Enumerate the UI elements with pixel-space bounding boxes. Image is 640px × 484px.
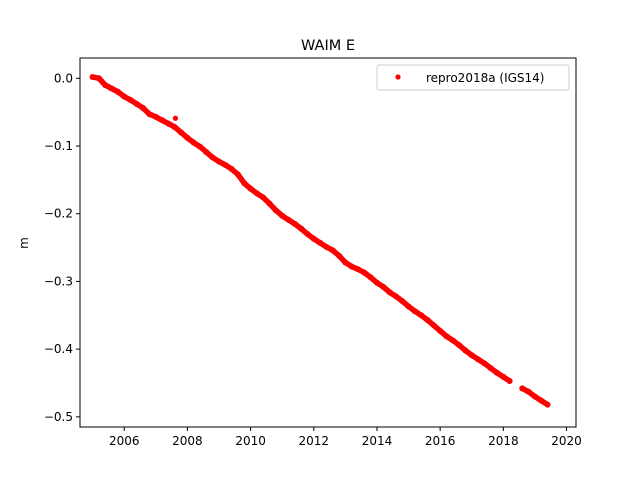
- data-point: [171, 124, 178, 131]
- data-point: [178, 129, 185, 136]
- data-point: [506, 377, 513, 384]
- data-point: [386, 289, 393, 296]
- data-point: [127, 96, 134, 103]
- data-point: [253, 190, 260, 197]
- data-point: [285, 216, 292, 223]
- data-point: [298, 225, 305, 232]
- data-point: [114, 88, 121, 95]
- data-point: [146, 111, 153, 118]
- data-point: [184, 134, 191, 141]
- data-point: [197, 143, 204, 150]
- data-point: [348, 263, 355, 270]
- data-point: [304, 231, 311, 238]
- data-point: [430, 322, 437, 329]
- x-tick-label: 2008: [172, 434, 203, 448]
- legend-marker: [395, 74, 401, 80]
- data-point: [152, 113, 159, 120]
- data-point: [538, 397, 545, 404]
- legend-label: repro2018a (IGS14): [426, 71, 544, 85]
- data-point: [392, 293, 399, 300]
- data-point: [487, 365, 494, 372]
- data-point: [190, 139, 197, 146]
- x-tick-label: 2016: [425, 434, 456, 448]
- y-tick-label: 0.0: [54, 71, 73, 85]
- data-point: [399, 298, 406, 305]
- x-tick-label: 2010: [235, 434, 266, 448]
- y-tick-label: −0.4: [44, 342, 73, 356]
- data-point: [380, 283, 387, 290]
- data-point: [531, 393, 538, 400]
- data-point: [228, 166, 235, 173]
- data-point: [456, 342, 463, 349]
- data-point: [481, 360, 488, 367]
- y-axis-label: m: [17, 237, 31, 249]
- data-point: [519, 385, 526, 392]
- data-point: [411, 308, 418, 315]
- data-point: [89, 73, 96, 80]
- data-point: [367, 274, 374, 281]
- data-point: [525, 388, 532, 395]
- data-point: [266, 200, 273, 207]
- data-point: [475, 356, 482, 363]
- data-point: [342, 259, 349, 266]
- data-point: [500, 373, 507, 380]
- y-tick-label: −0.5: [44, 410, 73, 424]
- data-marks: [89, 73, 551, 408]
- data-point: [437, 327, 444, 334]
- y-tick-label: −0.2: [44, 207, 73, 221]
- data-point: [424, 317, 431, 324]
- data-point: [310, 235, 317, 242]
- data-point: [247, 185, 254, 192]
- data-point: [159, 117, 166, 124]
- y-tick-label: −0.1: [44, 139, 73, 153]
- data-point: [279, 212, 286, 219]
- data-point: [140, 105, 147, 112]
- data-point: [102, 82, 109, 89]
- data-point: [494, 369, 501, 376]
- data-point: [468, 352, 475, 359]
- data-point: [234, 171, 241, 178]
- data-point: [405, 303, 412, 310]
- data-point: [95, 75, 102, 82]
- data-point: [443, 333, 450, 340]
- y-tick-label: −0.3: [44, 274, 73, 288]
- data-point: [317, 239, 324, 246]
- data-point: [222, 161, 229, 168]
- x-tick-label: 2018: [488, 434, 519, 448]
- x-tick-label: 2020: [551, 434, 582, 448]
- data-point: [203, 149, 210, 156]
- data-point: [216, 158, 223, 165]
- data-point: [121, 93, 128, 100]
- data-point: [462, 347, 469, 354]
- x-tick-label: 2014: [362, 434, 393, 448]
- data-point: [165, 120, 172, 127]
- data-point: [108, 85, 115, 92]
- data-point: [361, 269, 368, 276]
- data-point: [329, 247, 336, 254]
- chart-title: WAIM E: [301, 38, 355, 54]
- data-point: [260, 194, 267, 201]
- x-tick-label: 2012: [299, 434, 330, 448]
- data-point: [544, 401, 551, 408]
- data-point: [449, 337, 456, 344]
- data-point: [418, 312, 425, 319]
- data-point: [241, 180, 248, 187]
- x-tick-label: 2006: [109, 434, 140, 448]
- data-point: [373, 279, 380, 286]
- data-point: [272, 207, 279, 214]
- data-point: [209, 154, 216, 161]
- data-point-outlier: [172, 115, 179, 121]
- legend-box: [376, 64, 570, 91]
- data-point: [323, 243, 330, 250]
- axes-frame: [79, 57, 577, 428]
- legend: repro2018a (IGS14): [376, 64, 570, 91]
- data-point: [355, 266, 362, 273]
- data-point: [291, 220, 298, 227]
- axis-ticks: 2006 2008 2010 2012 2014 2016 2018 2020 0.0 −0.1 −…: [44, 71, 582, 448]
- data-point: [133, 101, 140, 108]
- data-point: [336, 252, 343, 259]
